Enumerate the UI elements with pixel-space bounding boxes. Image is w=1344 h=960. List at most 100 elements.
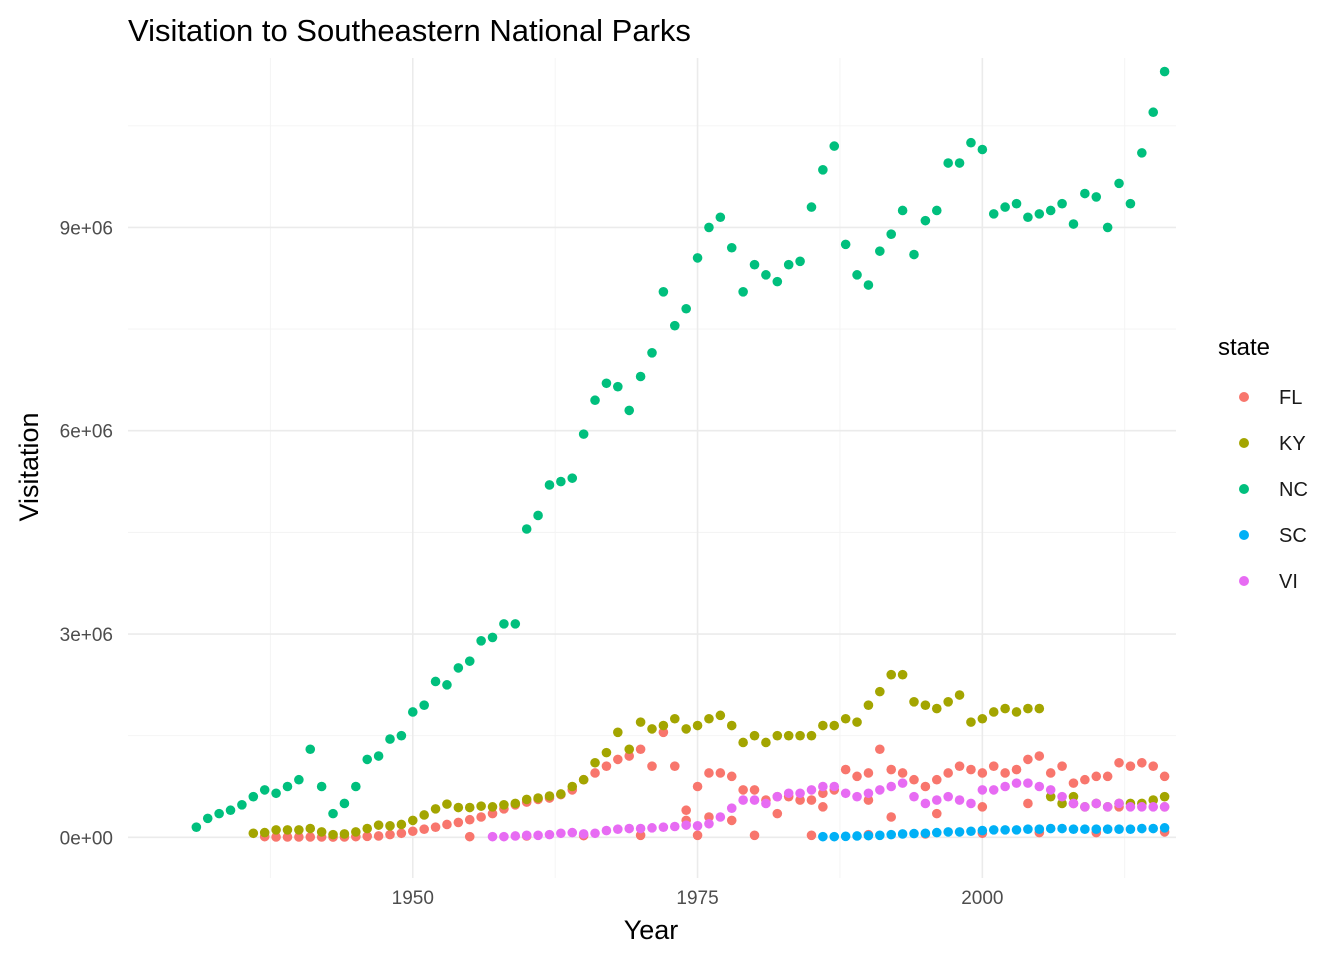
data-point [875,744,885,755]
data-point [544,480,555,490]
data-point [886,229,897,239]
data-point [1011,707,1022,717]
data-point [818,720,828,731]
data-point [875,830,885,841]
data-point [840,239,851,250]
data-point [852,717,862,727]
data-point [373,751,384,761]
data-point [362,831,373,842]
data-point [237,800,247,810]
data-point [601,747,612,758]
legend-label: SC [1279,525,1307,547]
data-point [567,473,578,483]
data-point [897,669,908,680]
data-point [840,764,851,775]
data-point [544,829,555,840]
data-point [738,785,748,795]
data-point [259,785,270,795]
data-point [510,798,521,809]
data-point [271,825,281,835]
data-point [647,724,657,734]
data-point [453,817,464,828]
data-point [647,347,657,358]
data-point [419,810,429,820]
data-point [1023,212,1033,223]
data-point [681,303,691,314]
data-point [840,831,851,842]
data-point [692,830,703,841]
data-point [738,795,748,805]
data-point [840,713,851,724]
data-point [396,828,407,839]
data-point [601,378,612,389]
data-point [271,832,281,842]
data-point [1023,703,1033,714]
data-point [533,830,543,841]
data-point [624,823,635,834]
data-point [669,821,680,832]
data-point [658,720,669,731]
data-point [795,795,805,805]
data-point [931,703,942,714]
data-point [886,829,897,840]
data-point [772,808,783,819]
data-point [704,713,714,724]
data-points [191,66,1170,842]
data-point [988,825,999,835]
data-point [544,791,555,801]
data-point [875,246,885,256]
data-point [385,829,395,840]
data-point [795,256,805,267]
data-point [442,680,452,690]
data-point [1159,791,1170,802]
data-point [715,212,726,223]
data-point [818,788,828,799]
data-point [669,713,680,724]
data-point [726,815,737,826]
data-point [635,830,646,841]
data-point [806,830,817,841]
data-point [715,710,726,721]
data-point [1148,802,1159,812]
data-point [590,768,600,778]
data-point [931,205,942,216]
data-point [966,717,976,727]
series-nc [191,66,1170,832]
data-point [294,774,304,785]
data-point [248,791,259,802]
legend-title: state [1218,334,1270,361]
x-tick-label: 1975 [676,888,718,909]
data-point [966,137,976,148]
data-point [316,827,327,837]
data-point [726,803,737,813]
data-point [920,215,931,226]
data-point [749,259,760,270]
data-point [909,791,919,802]
data-point [795,730,805,741]
data-point [692,720,703,731]
data-point [590,757,600,768]
data-point [328,808,338,819]
data-point [476,636,486,646]
data-point [499,800,509,810]
data-point [954,690,965,700]
data-point [909,774,919,785]
data-point [453,663,464,673]
data-point [886,764,897,775]
data-point [738,287,748,297]
data-point [351,827,361,837]
data-point [1125,802,1136,812]
data-point [590,828,600,839]
data-point [886,669,897,680]
data-point [909,249,919,260]
data-point [715,768,726,778]
data-point [726,242,737,253]
legend-label: NC [1279,479,1308,501]
data-point [704,222,714,233]
data-point [328,829,338,840]
data-point [613,754,623,765]
legend-label: KY [1279,433,1306,455]
data-point [1091,798,1102,809]
data-point [1034,703,1045,714]
